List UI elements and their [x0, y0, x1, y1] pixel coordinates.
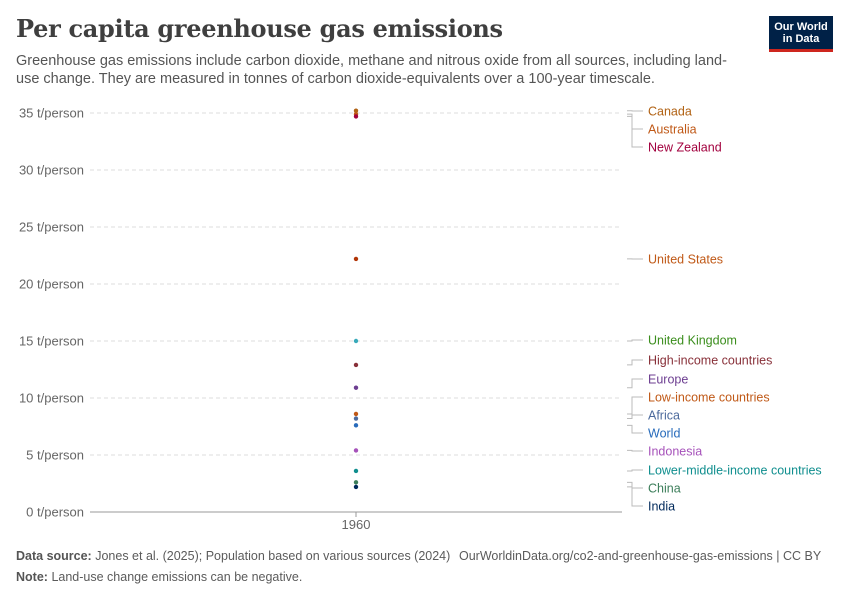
data-point-new-zealand[interactable]	[353, 114, 359, 119]
series-label-high-income-countries[interactable]: High-income countries	[648, 354, 772, 368]
chart-subtitle: Greenhouse gas emissions include carbon …	[16, 53, 727, 87]
y-tick-label: 35 t/person	[19, 106, 84, 121]
y-tick-label: 20 t/person	[19, 277, 84, 292]
label-connector-low-income-countries	[627, 396, 643, 415]
label-connector-united-kingdom	[627, 339, 643, 342]
label-connector-world	[627, 424, 643, 434]
y-tick-label: 25 t/person	[19, 220, 84, 235]
x-tick-label: 1960	[342, 517, 371, 532]
y-tick-label: 15 t/person	[19, 334, 84, 349]
series-label-canada[interactable]: Canada	[648, 105, 692, 119]
label-connector-high-income-countries	[627, 359, 643, 366]
label-connector-india	[627, 486, 643, 507]
data-point-lower-middle-income-countries[interactable]	[353, 468, 359, 474]
data-point-china[interactable]	[353, 480, 359, 485]
data-point-low-income-countries[interactable]	[353, 411, 359, 417]
source-footer: Data source: Jones et al. (2025); Popula…	[16, 549, 450, 563]
note-footer: Note: Land-use change emissions can be n…	[16, 570, 302, 584]
data-point-world[interactable]	[353, 423, 359, 428]
label-connector-china	[627, 481, 643, 489]
data-point-united-kingdom[interactable]	[353, 338, 359, 344]
series-label-europe[interactable]: Europe	[648, 373, 688, 387]
series-label-united-kingdom[interactable]: United Kingdom	[648, 334, 737, 348]
label-connector-lower-middle-income-countries	[627, 469, 643, 472]
owid-logo[interactable]: Our World in Data	[769, 16, 833, 52]
label-connector-new-zealand	[627, 115, 643, 148]
data-point-africa[interactable]	[353, 416, 359, 421]
source-label: Data source:	[16, 549, 92, 563]
y-tick-label: 5 t/person	[26, 448, 84, 463]
series-label-low-income-countries[interactable]: Low-income countries	[648, 391, 770, 405]
label-connector-africa	[627, 414, 643, 419]
y-tick-label: 30 t/person	[19, 163, 84, 178]
data-point-canada[interactable]	[353, 108, 359, 113]
y-tick-label: 0 t/person	[26, 505, 84, 520]
logo-line-1: Our World	[774, 21, 828, 33]
series-label-india[interactable]: India	[648, 500, 675, 514]
series-label-australia[interactable]: Australia	[648, 123, 697, 137]
label-connector-europe	[627, 378, 643, 389]
y-tick-label: 10 t/person	[19, 391, 84, 406]
note-text: Land-use change emissions can be negativ…	[51, 570, 303, 584]
data-point-high-income-countries[interactable]	[353, 362, 359, 368]
series-label-china[interactable]: China	[648, 482, 681, 496]
series-label-world[interactable]: World	[648, 427, 680, 441]
data-point-united-states[interactable]	[353, 256, 359, 262]
logo-line-2: in Data	[782, 33, 820, 45]
series-label-new-zealand[interactable]: New Zealand	[648, 141, 722, 155]
data-point-india[interactable]	[353, 484, 359, 490]
data-point-europe[interactable]	[353, 385, 359, 390]
series-label-united-states[interactable]: United States	[648, 253, 723, 267]
chart-title: Per capita greenhouse gas emissions	[16, 14, 503, 43]
label-connector-indonesia	[627, 449, 643, 452]
data-point-indonesia[interactable]	[353, 448, 359, 453]
series-label-lower-middle-income-countries[interactable]: Lower-middle-income countries	[648, 464, 822, 478]
series-label-indonesia[interactable]: Indonesia	[648, 445, 702, 459]
source-url[interactable]: OurWorldinData.org/co2-and-greenhouse-ga…	[459, 549, 822, 563]
note-label: Note:	[16, 570, 48, 584]
source-text: Jones et al. (2025); Population based on…	[95, 549, 451, 563]
series-label-africa[interactable]: Africa	[648, 409, 680, 423]
